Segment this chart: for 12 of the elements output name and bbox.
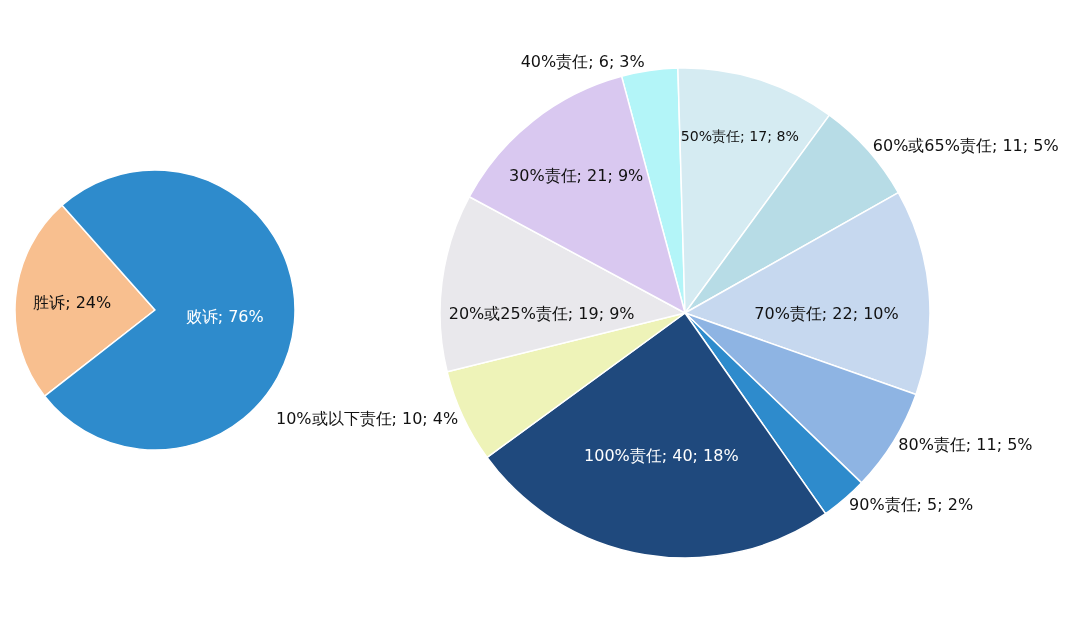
slice-label: 100%责任; 40; 18% — [584, 445, 739, 465]
slice-label: 90%责任; 5; 2% — [849, 495, 974, 515]
slice-label: 10%或以下责任; 10; 4% — [275, 408, 459, 428]
slice-label: 胜诉; 24% — [33, 292, 112, 312]
slice-label: 60%或65%责任; 11; 5% — [872, 136, 1059, 156]
slice-label: 40%责任; 6; 3% — [520, 51, 645, 71]
slice-label: 50%责任; 17; 8% — [680, 128, 799, 145]
slice-label: 70%责任; 22; 10% — [754, 303, 899, 323]
slice-label: 30%责任; 21; 9% — [509, 165, 644, 185]
slice-label: 败诉; 76% — [185, 306, 264, 326]
slice-label: 80%责任; 11; 5% — [898, 434, 1033, 454]
slice-label: 20%或25%责任; 19; 9% — [448, 303, 635, 323]
